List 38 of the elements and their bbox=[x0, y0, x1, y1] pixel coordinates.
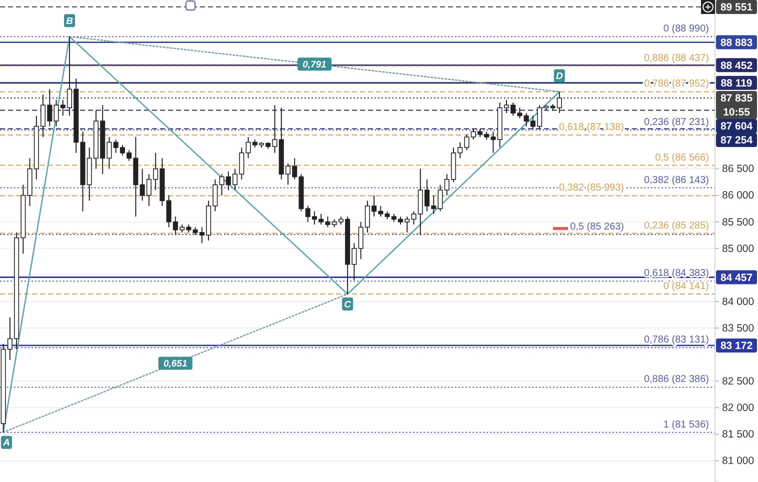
ref-line-label: 88 883 bbox=[720, 36, 753, 49]
annotation: D bbox=[556, 71, 563, 82]
annotation: 0,651 bbox=[163, 358, 188, 370]
ref-line-label: 83 172 bbox=[720, 340, 753, 352]
annotation: C bbox=[344, 299, 352, 310]
ref-line-label: 89 551 bbox=[720, 2, 753, 14]
y-tick-label: 84 000 bbox=[722, 296, 754, 308]
y-tick-label: 82 500 bbox=[722, 376, 754, 388]
ref-line-label: 88 119 bbox=[720, 78, 752, 90]
y-tick-label: 85 000 bbox=[722, 242, 754, 255]
ref-line-label: 0,618 (84 383) bbox=[644, 268, 709, 280]
ref-line-label: 87 835 10:55 bbox=[720, 92, 753, 119]
ref-line-label: 0,382 (85 993) bbox=[558, 182, 624, 194]
ref-line-label: 0,5 (86 566) bbox=[655, 152, 709, 164]
ref-line-label: 0,5 (85 263) bbox=[570, 221, 624, 232]
ref-line-label: 0,236 (87 231) bbox=[644, 117, 709, 128]
y-tick-label: 81 500 bbox=[722, 428, 754, 441]
annotation: B bbox=[66, 16, 74, 27]
y-tick-label: 86 500 bbox=[722, 163, 754, 176]
ref-line-label: 87 604 bbox=[720, 120, 753, 133]
ref-line-label: 0,382 (86 143) bbox=[644, 174, 709, 186]
annotation: 0,791 bbox=[302, 60, 326, 71]
ref-line-label: 0,886 (82 386) bbox=[644, 374, 709, 386]
y-tick-label: 85 500 bbox=[722, 216, 754, 228]
y-tick-label: 82 000 bbox=[722, 402, 754, 414]
y-tick-label: 81 000 bbox=[722, 455, 754, 468]
ref-line-label: 1 (81 536) bbox=[663, 419, 709, 430]
ref-line-label: 0 (84 141) bbox=[663, 281, 709, 292]
ref-line-label: 0 (88 990) bbox=[663, 24, 709, 35]
ref-line-label: 0,786 (83 131) bbox=[644, 334, 709, 346]
annotation: A bbox=[2, 438, 10, 449]
ref-line-label: 0,236 (85 285) bbox=[644, 220, 709, 232]
y-tick-label: 86 000 bbox=[722, 190, 754, 202]
ref-line-label: 84 457 bbox=[720, 272, 753, 284]
ref-line-label: 87 254 bbox=[720, 134, 753, 147]
ref-line-label: 88 452 bbox=[720, 60, 753, 72]
ref-line-label: 0,886 (88 437) bbox=[644, 52, 709, 64]
y-tick-label: 83 500 bbox=[722, 322, 754, 334]
